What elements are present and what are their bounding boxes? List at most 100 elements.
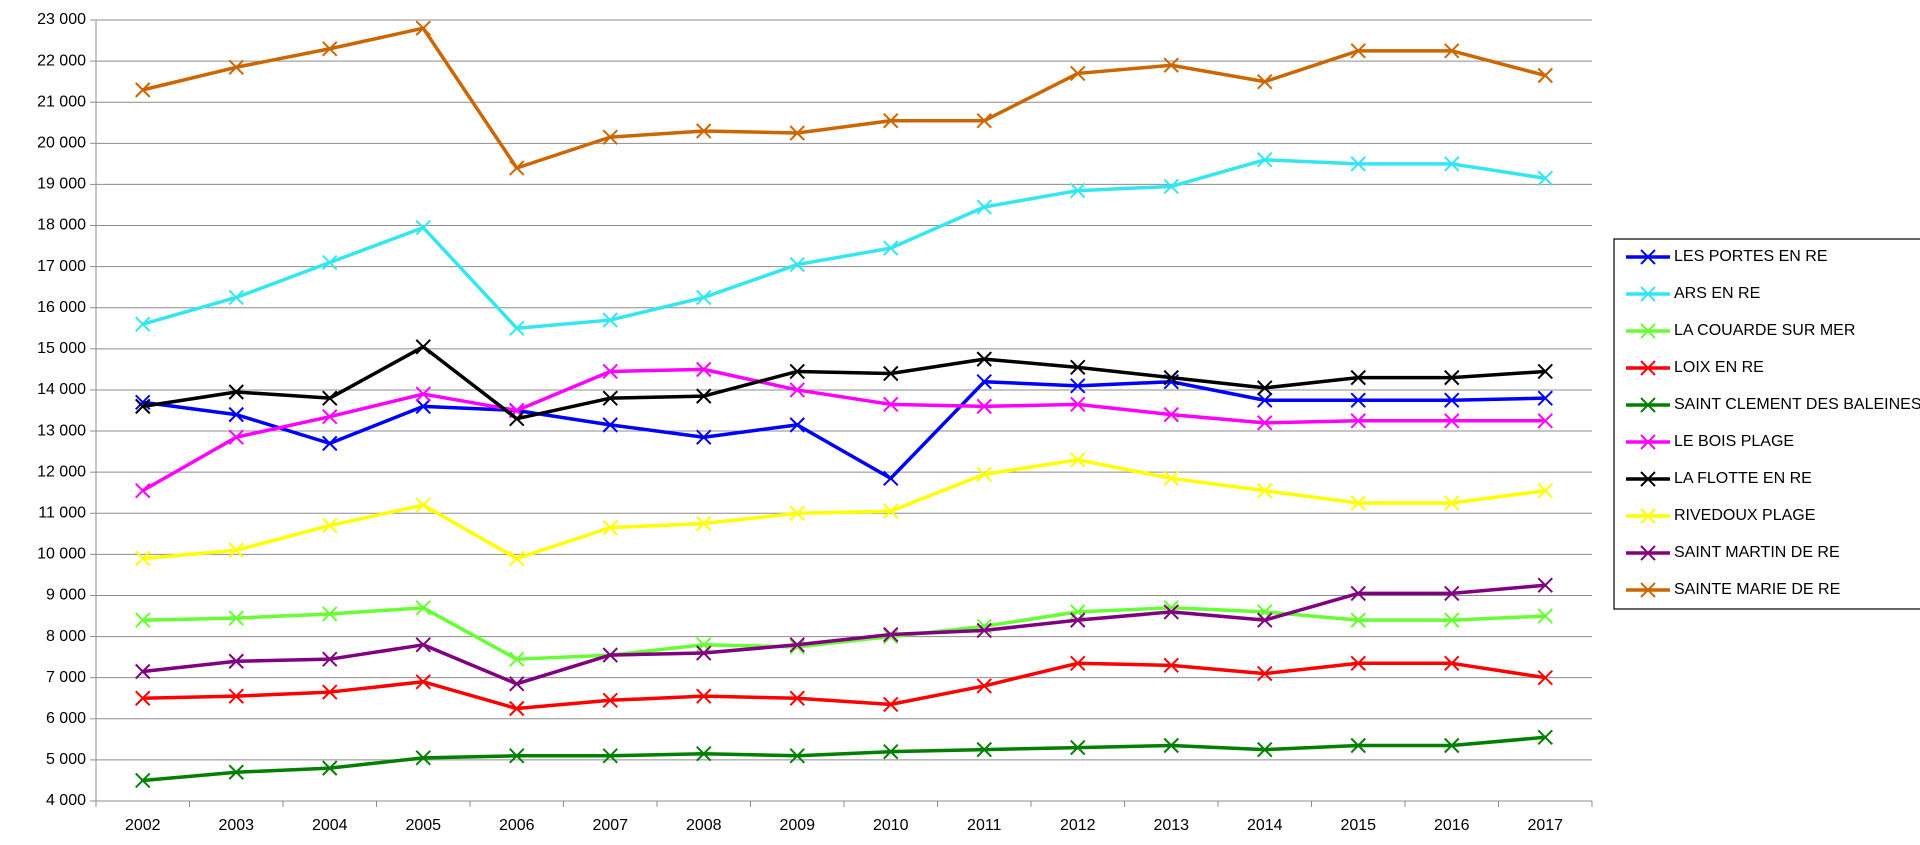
point-marker [1163, 470, 1179, 487]
point-marker [135, 690, 151, 706]
series-line [142, 26, 1546, 170]
y-tick-label: 8 000 [46, 628, 86, 645]
point-marker [602, 647, 618, 663]
point-marker [976, 351, 992, 367]
x-tick-label: 2016 [1434, 817, 1470, 834]
point-marker [415, 398, 431, 415]
point-marker [228, 429, 244, 445]
point-marker [509, 676, 525, 692]
point-marker [1257, 415, 1273, 431]
point-marker [1257, 482, 1273, 499]
point-marker [1070, 359, 1086, 376]
point-marker [135, 482, 151, 499]
point-marker [976, 113, 992, 129]
point-marker [415, 674, 431, 690]
point-marker [1257, 392, 1273, 408]
point-marker [1163, 406, 1179, 423]
point-marker [322, 517, 338, 534]
y-tick-label: 14 000 [37, 381, 86, 398]
y-tick-label: 19 000 [37, 176, 86, 193]
y-tick-label: 7 000 [46, 669, 86, 686]
point-marker [1070, 739, 1086, 756]
point-marker [1444, 655, 1460, 672]
point-marker [883, 470, 899, 487]
legend-marker [1640, 508, 1656, 524]
point-marker [509, 411, 525, 427]
point-marker [976, 199, 992, 215]
x-tick-label: 2011 [967, 817, 1002, 834]
point-marker [602, 417, 618, 433]
point-marker [883, 743, 899, 760]
series-line [141, 367, 1546, 493]
point-marker [135, 663, 151, 680]
point-marker [1444, 392, 1460, 408]
legend-marker [1640, 323, 1656, 339]
point-marker [415, 386, 431, 402]
x-tick-label: 2014 [1247, 817, 1283, 834]
point-marker [602, 129, 618, 145]
y-tick-label: 22 000 [37, 52, 86, 69]
point-marker [135, 772, 151, 789]
point-marker [1444, 413, 1460, 429]
legend-marker [1640, 397, 1656, 413]
point-marker [1070, 396, 1086, 413]
series-line [142, 735, 1546, 783]
point-marker [789, 382, 805, 398]
legend-marker [1640, 471, 1656, 487]
point-marker [135, 82, 151, 98]
x-tick-label: 2013 [1153, 817, 1189, 834]
legend-label: SAINTE MARIE DE RE [1674, 581, 1840, 598]
point-marker [322, 435, 338, 452]
point-marker [1163, 737, 1179, 754]
x-tick-label: 2010 [873, 817, 909, 834]
series-line [142, 606, 1546, 661]
point-marker [322, 41, 338, 57]
point-marker [1350, 369, 1366, 386]
x-tick-label: 2005 [405, 817, 441, 834]
legend-marker [1640, 249, 1656, 265]
x-tick-label: 2009 [779, 817, 815, 834]
point-marker [883, 240, 899, 256]
point-marker [602, 748, 618, 764]
point-marker [789, 748, 805, 764]
point-marker [228, 384, 244, 400]
point-marker [322, 408, 338, 425]
point-marker [1350, 737, 1366, 754]
point-marker [1350, 413, 1366, 429]
y-tick-label: 20 000 [37, 135, 86, 152]
point-marker [1163, 57, 1179, 73]
legend-label: ARS EN RE [1674, 285, 1760, 302]
point-marker [1444, 737, 1460, 754]
point-marker [415, 750, 431, 766]
point-marker [1444, 495, 1460, 511]
point-marker [1163, 657, 1179, 674]
x-tick-label: 2003 [218, 817, 254, 834]
point-marker [696, 746, 712, 762]
y-tick-label: 6 000 [46, 710, 86, 727]
point-marker [883, 626, 899, 643]
point-marker [1444, 369, 1460, 386]
point-marker [135, 550, 151, 567]
point-marker [1537, 608, 1553, 624]
y-tick-label: 4 000 [46, 792, 86, 809]
point-marker [228, 653, 244, 669]
legend-label: LES PORTES EN RE [1674, 248, 1828, 265]
point-marker [1350, 43, 1366, 59]
point-marker [135, 316, 151, 332]
point-marker [1257, 741, 1273, 758]
point-marker [883, 503, 899, 519]
x-tick-label: 2012 [1060, 817, 1096, 834]
point-marker [976, 466, 992, 482]
point-marker [1350, 585, 1366, 602]
y-tick-label: 9 000 [46, 587, 86, 604]
point-marker [1444, 43, 1460, 59]
point-marker [1537, 413, 1553, 429]
point-marker [602, 363, 618, 380]
point-marker [696, 289, 712, 306]
point-marker [322, 390, 338, 406]
point-marker [789, 417, 805, 433]
point-marker [1070, 65, 1086, 82]
point-marker [228, 610, 244, 626]
point-marker [509, 320, 525, 336]
